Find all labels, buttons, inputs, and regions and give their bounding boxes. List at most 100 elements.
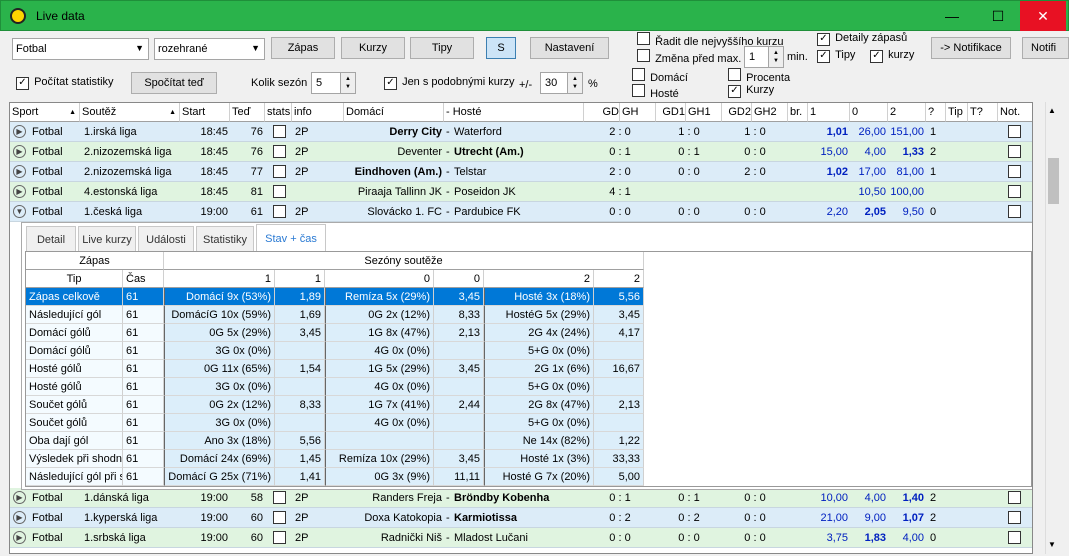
stats-row[interactable]: Součet gólů 61 3G 0x (0%) 4G 0x (0%) 5+G 0x …	[26, 414, 646, 432]
column-header[interactable]: Tip	[946, 103, 968, 122]
table-row[interactable]: ▶ Fotbal 4.estonská liga 18:45 81 Piraaja Tal…	[10, 182, 1032, 202]
column-header[interactable]: GD1	[656, 103, 686, 122]
live-data-grid[interactable]: Sport ▲ Soutěž ▲ Start Teď stats info Domácí - …	[9, 102, 1033, 554]
zmena-checkbox[interactable]: Změna před max.	[637, 49, 741, 65]
stats-row[interactable]: Následující gól při sh 61 Domácí G 25x (71…	[26, 468, 646, 486]
stats-checkbox[interactable]	[273, 165, 286, 178]
domaci-checkbox[interactable]: Domácí	[632, 68, 688, 84]
zapas-button[interactable]: Zápas	[271, 37, 335, 59]
tab-detail[interactable]: Detail	[26, 226, 76, 252]
column-header[interactable]: Start	[180, 103, 230, 122]
stats-checkbox[interactable]	[273, 531, 286, 544]
pct-spinner[interactable]: 30 ▲ ▼	[540, 72, 583, 94]
jen-checkbox[interactable]: ✓ Jen s podobnými kurzy	[384, 76, 515, 90]
tab-live-kurzy[interactable]: Live kurzy	[78, 226, 136, 252]
column-header[interactable]: br.	[788, 103, 808, 122]
column-header[interactable]: 2	[888, 103, 926, 122]
stats-checkbox[interactable]	[273, 511, 286, 524]
scroll-up-icon[interactable]: ▲	[1048, 106, 1056, 115]
column-header[interactable]: GH	[620, 103, 656, 122]
column-header[interactable]: GD	[584, 103, 620, 122]
spocitat-button[interactable]: Spočítat teď	[131, 72, 217, 94]
tipy-checkbox[interactable]: ✓ Tipy	[817, 49, 855, 63]
expand-right-icon[interactable]: ▶	[13, 531, 26, 544]
expand-right-icon[interactable]: ▶	[13, 185, 26, 198]
column-header[interactable]: Not.	[998, 103, 1032, 122]
pocitat-checkbox[interactable]: ✓ Počítat statistiky	[16, 76, 114, 90]
stats-checkbox[interactable]	[273, 205, 286, 218]
spinner-arrows-icon[interactable]: ▲ ▼	[768, 47, 783, 67]
table-row[interactable]: ▶ Fotbal 1.kyperská liga 19:00 60 2P Doxa Kato…	[10, 508, 1032, 528]
stats-row[interactable]: Domácí gólů 61 3G 0x (0%) 4G 0x (0%) 5+G 0x …	[26, 342, 646, 360]
procenta-checkbox[interactable]: Procenta	[728, 68, 790, 84]
column-header[interactable]: GH2	[752, 103, 788, 122]
table-row[interactable]: ▶ Fotbal 1.dánská liga 19:00 58 2P Randers Fre…	[10, 488, 1032, 508]
table-row[interactable]: ▶ Fotbal 2.nizozemská liga 18:45 77 2P Eindhov…	[10, 162, 1032, 182]
expand-right-icon[interactable]: ▶	[13, 511, 26, 524]
stats-row[interactable]: Hosté gólů 61 0G 11x (65%) 1,54 1G 5x (29%) 3…	[26, 360, 646, 378]
stats-row[interactable]: Oba dají gól 61 Ano 3x (18%) 5,56 Ne 14x (82…	[26, 432, 646, 450]
expand-right-icon[interactable]: ▶	[13, 165, 26, 178]
column-header[interactable]: Soutěž ▲	[80, 103, 180, 122]
kurzy-button[interactable]: Kurzy	[341, 37, 405, 59]
column-header[interactable]: - Hosté	[444, 103, 584, 122]
notifi-button[interactable]: Notifi	[1022, 37, 1069, 59]
expand-down-icon[interactable]: ▼	[13, 205, 26, 218]
scroll-thumb[interactable]	[1048, 158, 1059, 204]
stats-checkbox[interactable]	[273, 145, 286, 158]
column-header[interactable]: Sport ▲	[10, 103, 80, 122]
column-header[interactable]: 1	[808, 103, 850, 122]
stats-row[interactable]: Zápas celkově 61 Domácí 9x (53%) 1,89 Remíza…	[26, 288, 646, 306]
table-row[interactable]: ▼ Fotbal 1.česká liga 19:00 61 2P Slovácko 1. …	[10, 202, 1032, 222]
column-header[interactable]: GH1	[686, 103, 722, 122]
notify-checkbox[interactable]	[1008, 145, 1021, 158]
table-row[interactable]: ▶ Fotbal 1.irská liga 18:45 76 2P Derry City - W…	[10, 122, 1032, 142]
column-header[interactable]: stats	[265, 103, 292, 122]
column-header[interactable]: GD2	[722, 103, 752, 122]
tab-ud-losti[interactable]: Události	[138, 226, 194, 252]
column-header[interactable]: Teď	[230, 103, 265, 122]
table-row[interactable]: ▶ Fotbal 2.nizozemská liga 18:45 76 2P Devente…	[10, 142, 1032, 162]
stats-row[interactable]: Hosté gólů 61 3G 0x (0%) 4G 0x (0%) 5+G 0x (…	[26, 378, 646, 396]
kurzy2-checkbox[interactable]: ✓ Kurzy	[728, 84, 774, 98]
tipy-button[interactable]: Tipy	[410, 37, 474, 59]
tab-statistiky[interactable]: Statistiky	[196, 226, 254, 252]
column-header[interactable]: Domácí	[344, 103, 444, 122]
stats-checkbox[interactable]	[273, 491, 286, 504]
detaily-checkbox[interactable]: ✓ Detaily zápasů	[817, 32, 907, 46]
stats-row[interactable]: Následující gól 61 DomácíG 10x (59%) 1,69 0G…	[26, 306, 646, 324]
stats-row[interactable]: Domácí gólů 61 0G 5x (29%) 3,45 1G 8x (47%) 2…	[26, 324, 646, 342]
zmena-spinner[interactable]: 1 ▲ ▼	[744, 46, 784, 68]
notify-checkbox[interactable]	[1008, 511, 1021, 524]
radit-checkbox[interactable]: Řadit dle nejvyššího kurzu	[637, 32, 783, 48]
notifikace-button[interactable]: -> Notifikace	[931, 37, 1011, 59]
notify-checkbox[interactable]	[1008, 165, 1021, 178]
spinner-arrows-icon[interactable]: ▲ ▼	[567, 73, 582, 93]
stats-checkbox[interactable]	[273, 125, 286, 138]
nastaveni-button[interactable]: Nastavení	[530, 37, 609, 59]
vertical-scrollbar[interactable]: ▲ ▼	[1045, 102, 1062, 554]
expand-right-icon[interactable]: ▶	[13, 145, 26, 158]
scroll-down-icon[interactable]: ▼	[1048, 540, 1056, 549]
column-header[interactable]: info	[292, 103, 344, 122]
stats-subgrid[interactable]: Zápas Sezóny soutěže Tip Čas 1 1 0 0 2 2 Zápas cel…	[25, 251, 1032, 487]
column-header[interactable]: ?	[926, 103, 946, 122]
notify-checkbox[interactable]	[1008, 491, 1021, 504]
close-button[interactable]: ✕	[1020, 1, 1066, 31]
tab-stav-as[interactable]: Stav + čas	[256, 224, 326, 252]
notify-checkbox[interactable]	[1008, 125, 1021, 138]
stats-row[interactable]: Výsledek při shodné 61 Domácí 24x (69%) 1,4…	[26, 450, 646, 468]
sport-combo[interactable]: Fotbal ▼	[12, 38, 149, 60]
expand-right-icon[interactable]: ▶	[13, 125, 26, 138]
stats-checkbox[interactable]	[273, 185, 286, 198]
expand-right-icon[interactable]: ▶	[13, 491, 26, 504]
stats-row[interactable]: Součet gólů 61 0G 2x (12%) 8,33 1G 7x (41%) 2…	[26, 396, 646, 414]
kurzy-checkbox[interactable]: ✓ kurzy	[870, 49, 914, 63]
notify-checkbox[interactable]	[1008, 205, 1021, 218]
notify-checkbox[interactable]	[1008, 185, 1021, 198]
column-header[interactable]: 0	[850, 103, 888, 122]
table-row[interactable]: ▶ Fotbal 1.srbská liga 19:00 60 2P Radnički Ni…	[10, 528, 1032, 548]
maximize-button[interactable]: ☐	[991, 7, 1005, 24]
hoste-checkbox[interactable]: Hosté	[632, 84, 679, 100]
column-header[interactable]: T?	[968, 103, 998, 122]
